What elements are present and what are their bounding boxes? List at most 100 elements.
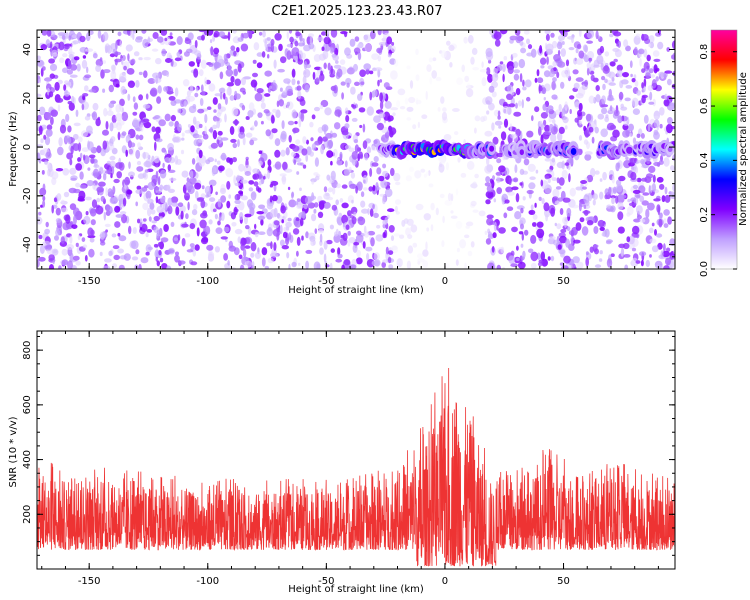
spectrogram-cell	[205, 194, 210, 198]
spectrogram-cell	[481, 61, 484, 68]
spectrogram-cell	[348, 237, 356, 244]
spectrogram-cell	[58, 137, 63, 147]
spectrogram-cell	[296, 171, 300, 175]
spectrogram-cell	[512, 52, 518, 58]
spectrogram-cell	[599, 191, 604, 200]
spectrogram-cell	[631, 97, 639, 107]
spectrogram-cell	[66, 244, 74, 250]
spectrogram-cell	[232, 142, 238, 149]
spectrogram-cell	[551, 157, 556, 163]
spectrogram-cell	[486, 214, 494, 219]
spectrogram-cell	[119, 72, 127, 82]
spectrogram-cell	[323, 62, 327, 70]
spectrogram-cell	[633, 218, 641, 223]
spectrogram-cell	[663, 99, 670, 107]
spectrogram-cell	[305, 153, 309, 162]
spectrogram-cell	[467, 34, 474, 44]
spectrogram-cell	[513, 61, 519, 69]
spectrogram-cell	[560, 48, 566, 57]
spectrogram-cell	[158, 249, 162, 256]
spectrogram-cell	[568, 47, 575, 51]
spectrogram-cell	[49, 73, 55, 79]
spectrogram-cell	[86, 125, 93, 134]
spectrogram-cell	[157, 242, 162, 247]
spectrogram-cell	[57, 32, 66, 36]
spectrogram-cell	[332, 54, 340, 61]
spectrogram-cell	[570, 235, 574, 245]
spectrogram-cell	[601, 75, 606, 81]
spectrogram-cell	[346, 67, 355, 75]
colorbar-ticks: 0.00.20.40.60.8	[699, 44, 737, 277]
spectrogram-cell	[41, 170, 45, 175]
spectrogram-cell	[326, 150, 334, 158]
spectrogram-cell	[583, 194, 590, 204]
spectrogram-cell	[303, 202, 309, 210]
spectrogram-cell	[358, 107, 366, 113]
spectrogram-cell	[631, 257, 638, 267]
spectrogram-cell	[204, 185, 212, 195]
spectrogram-cell	[266, 37, 271, 41]
spectrogram-cell	[159, 257, 164, 263]
spectrogram-cell	[617, 162, 621, 169]
spectrogram-cell	[167, 164, 171, 172]
spectrogram-cell	[653, 115, 660, 120]
spectrogram-cell	[197, 62, 200, 68]
spectrogram-cell	[540, 65, 545, 69]
spectrogram-cell	[391, 41, 395, 46]
spectrogram-cell	[228, 194, 231, 199]
spectrogram-cell	[428, 183, 434, 188]
spectrogram-cell	[109, 155, 116, 161]
spectrogram-cell	[311, 143, 317, 151]
spectrogram-cell	[180, 149, 185, 155]
spectrogram-cell	[79, 184, 87, 189]
spectrogram-cell	[83, 154, 86, 161]
spectrogram-cell	[147, 36, 151, 45]
spectrogram-cell	[138, 134, 144, 141]
spectrogram-cell	[205, 159, 211, 165]
spectrogram-cell	[62, 53, 68, 58]
spectrogram-cell	[109, 122, 114, 132]
spectrogram-cell	[82, 55, 87, 59]
spectrogram-cell	[294, 40, 299, 47]
spectrogram-cell	[254, 120, 258, 127]
spectrogram-cell	[181, 237, 186, 247]
spectrogram-cell	[518, 100, 522, 107]
spectrogram-cell	[672, 183, 675, 192]
spectrogram-cell	[311, 114, 316, 120]
spectrogram-cell	[267, 54, 270, 59]
spectrogram-cell	[144, 169, 149, 173]
spectrogram-cell	[184, 196, 190, 201]
spectrogram-cell	[486, 67, 491, 76]
spectrogram-cell	[188, 61, 195, 67]
spectrogram-cell	[528, 209, 536, 215]
spectrogram-cell	[651, 79, 657, 89]
spectrogram-cell	[179, 205, 186, 213]
spectrogram-cell	[217, 130, 223, 136]
spectrogram-cell	[71, 224, 78, 230]
spectrogram-cell	[250, 79, 258, 88]
spectrogram-cell	[212, 208, 217, 213]
spectrogram-cell	[523, 30, 530, 35]
colorbar-gradient	[711, 30, 737, 269]
spectrogram-cell	[273, 59, 277, 69]
spectrogram-cell	[200, 237, 209, 245]
spectrogram-cell	[168, 156, 175, 164]
spectrogram-cell	[214, 246, 220, 253]
spectrogram-cell	[584, 79, 589, 87]
spectrogram-cell	[580, 180, 588, 184]
spectrogram-cell	[310, 137, 314, 142]
spectrogram-cell	[212, 130, 218, 140]
spectrogram-cell	[142, 218, 147, 222]
spectrogram-cell	[119, 98, 125, 107]
spectrogram-cell	[154, 186, 160, 191]
spectrogram-cell	[204, 76, 208, 87]
spectrogram-cell	[260, 102, 266, 110]
spectrogram-cell	[305, 249, 313, 254]
spectrogram-cell	[507, 191, 515, 196]
spectrogram-cell	[223, 253, 229, 261]
spectrogram-cell	[188, 105, 197, 114]
spectrogram-cell	[356, 181, 363, 191]
spectrogram-cell	[143, 70, 148, 78]
spectrogram-cell	[624, 97, 631, 102]
